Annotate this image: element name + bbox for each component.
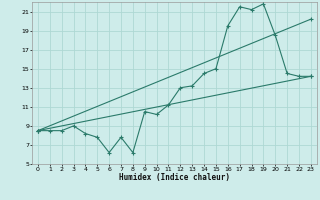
X-axis label: Humidex (Indice chaleur): Humidex (Indice chaleur) [119,173,230,182]
